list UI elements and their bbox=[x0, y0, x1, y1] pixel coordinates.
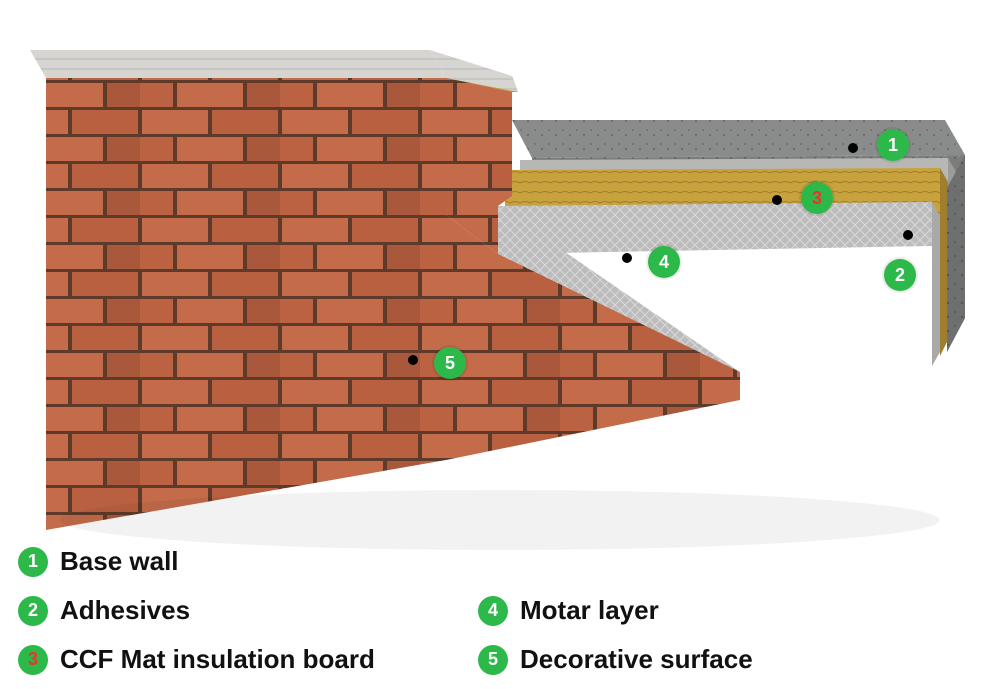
legend-num-4: 4 bbox=[488, 600, 498, 621]
legend-badge-3: 3 bbox=[18, 645, 48, 675]
callout-num-5: 5 bbox=[445, 354, 455, 372]
legend-num-1: 1 bbox=[28, 551, 38, 572]
legend: 1 Base wall 2 Adhesives 3 CCF Mat insula… bbox=[18, 546, 918, 675]
diagram-stage: { "type": "layered-cutaway-diagram", "ca… bbox=[0, 0, 984, 689]
callout-badge-5: 5 bbox=[434, 347, 466, 379]
legend-badge-2: 2 bbox=[18, 596, 48, 626]
legend-item-5: 5 Decorative surface bbox=[478, 644, 918, 675]
legend-label-2: Adhesives bbox=[60, 595, 190, 626]
callout-num-4: 4 bbox=[659, 253, 669, 271]
callout-dot-1 bbox=[848, 143, 858, 153]
legend-badge-5: 5 bbox=[478, 645, 508, 675]
callout-dot-3 bbox=[772, 195, 782, 205]
callout-badge-1: 1 bbox=[877, 129, 909, 161]
legend-item-4: 4 Motar layer bbox=[478, 595, 918, 626]
callout-num-3: 3 bbox=[812, 189, 822, 207]
floor-shadow bbox=[60, 490, 940, 550]
legend-num-3: 3 bbox=[28, 649, 38, 670]
callout-num-1: 1 bbox=[888, 136, 898, 154]
legend-num-2: 2 bbox=[28, 600, 38, 621]
legend-badge-1: 1 bbox=[18, 547, 48, 577]
legend-label-5: Decorative surface bbox=[520, 644, 753, 675]
legend-label-4: Motar layer bbox=[520, 595, 659, 626]
legend-label-3: CCF Mat insulation board bbox=[60, 644, 375, 675]
callout-badge-3: 3 bbox=[801, 182, 833, 214]
legend-num-5: 5 bbox=[488, 649, 498, 670]
callout-badge-4: 4 bbox=[648, 246, 680, 278]
legend-item-2: 2 Adhesives bbox=[18, 595, 458, 626]
callout-dot-2 bbox=[903, 230, 913, 240]
callout-badge-2: 2 bbox=[884, 259, 916, 291]
callout-dot-5 bbox=[408, 355, 418, 365]
legend-badge-4: 4 bbox=[478, 596, 508, 626]
legend-label-1: Base wall bbox=[60, 546, 179, 577]
callout-num-2: 2 bbox=[895, 266, 905, 284]
callout-dot-4 bbox=[622, 253, 632, 263]
legend-item-3: 3 CCF Mat insulation board bbox=[18, 644, 458, 675]
block-right-side bbox=[947, 155, 965, 352]
legend-item-1: 1 Base wall bbox=[18, 546, 458, 577]
